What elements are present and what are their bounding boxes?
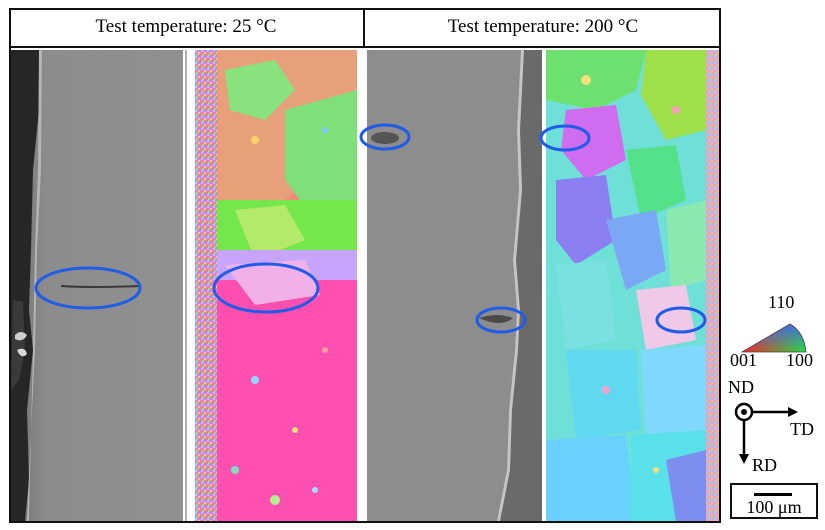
axis-label-td: TD xyxy=(790,419,814,439)
td-arrow-icon xyxy=(788,407,798,417)
axis-label-rd: RD xyxy=(752,455,778,475)
ipf-color-key xyxy=(726,308,818,378)
sem-image-25c xyxy=(11,50,183,521)
scale-bar-line xyxy=(754,493,792,496)
scale-bar: 100 μm xyxy=(730,483,818,519)
ipf-label-001: 001 xyxy=(730,350,757,370)
crack-highlight-sem-200c-bottom xyxy=(475,306,527,334)
ipf-label-100: 100 xyxy=(786,350,813,370)
ipf-label-110: 110 xyxy=(768,292,795,312)
header-25c: Test temperature: 25 °C xyxy=(9,8,365,48)
figure-frame xyxy=(9,8,721,523)
rd-arrow-icon xyxy=(739,454,749,464)
panel-divider-line xyxy=(185,50,187,521)
crack-highlight-sem-25c xyxy=(34,266,142,310)
sem-image-200c xyxy=(367,50,542,521)
crack-highlight-ebsd-200c-top xyxy=(539,124,591,152)
crack-highlight-sem-200c-top xyxy=(359,123,411,151)
sample-axes xyxy=(726,380,822,480)
header-200c: Test temperature: 200 °C xyxy=(365,8,721,48)
panel-divider xyxy=(542,50,546,521)
ebsd-map-200c xyxy=(546,50,719,521)
scale-bar-label: 100 μm xyxy=(746,497,802,517)
crack-highlight-ebsd-200c-bottom xyxy=(655,306,707,334)
axis-label-nd: ND xyxy=(728,377,754,397)
crack-highlight-ebsd-25c xyxy=(212,262,320,314)
